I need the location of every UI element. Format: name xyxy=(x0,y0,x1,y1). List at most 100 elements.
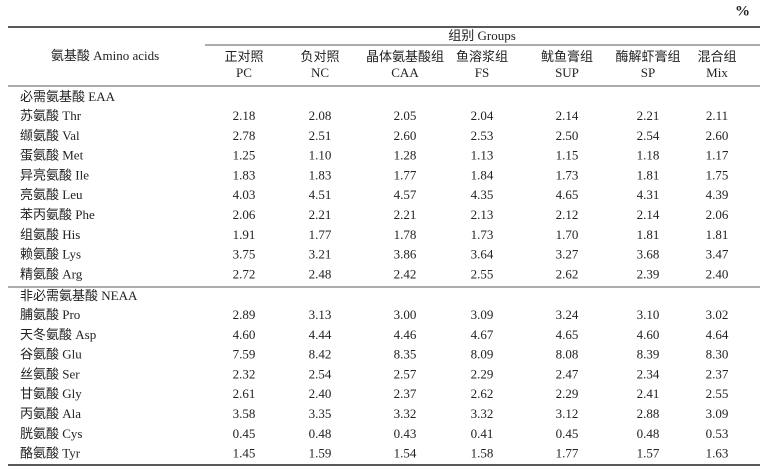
cell: 1.28 xyxy=(394,148,417,163)
cell: 2.21 xyxy=(637,108,660,123)
group-header: 组别 Groups xyxy=(448,28,516,43)
column-header: 鱼溶浆组 xyxy=(456,49,508,64)
cell: 2.62 xyxy=(556,266,579,281)
cell: 2.37 xyxy=(394,386,417,401)
cell: 8.35 xyxy=(394,347,417,362)
cell: 1.75 xyxy=(706,167,729,182)
cell: 2.78 xyxy=(233,128,256,143)
cell: 0.45 xyxy=(233,426,256,441)
row-label: 蛋氨酸 Met xyxy=(20,148,84,163)
row-label: 苯丙氨酸 Phe xyxy=(20,207,95,222)
cell: 3.10 xyxy=(637,307,660,322)
row-label: 组氨酸 His xyxy=(20,227,80,242)
cell: 2.12 xyxy=(556,207,579,222)
cell: 1.81 xyxy=(637,167,660,182)
cell: 2.14 xyxy=(637,207,660,222)
row-label: 精氨酸 Arg xyxy=(20,266,83,281)
cell: 2.42 xyxy=(394,266,417,281)
cell: 3.21 xyxy=(309,247,332,262)
column-header: 酶解虾膏组 xyxy=(615,49,680,64)
cell: 3.86 xyxy=(394,247,417,262)
cell: 1.59 xyxy=(309,446,332,461)
cell: 7.59 xyxy=(233,347,256,362)
cell: 2.13 xyxy=(471,207,494,222)
cell: 1.25 xyxy=(233,148,256,163)
cell: 3.32 xyxy=(471,406,494,421)
cell: 4.39 xyxy=(706,187,729,202)
cell: 3.09 xyxy=(471,307,494,322)
section-title: 必需氨基酸 EAA xyxy=(20,89,116,104)
cell: 2.60 xyxy=(394,128,417,143)
cell: 1.83 xyxy=(233,167,256,182)
cell: 1.84 xyxy=(471,167,494,182)
cell: 2.55 xyxy=(471,266,494,281)
column-header: 正对照 xyxy=(224,49,263,64)
cell: 2.14 xyxy=(556,108,579,123)
cell: 2.53 xyxy=(471,128,494,143)
cell: 1.81 xyxy=(706,227,729,242)
cell: 1.81 xyxy=(637,227,660,242)
cell: 4.60 xyxy=(637,327,660,342)
cell: 3.47 xyxy=(706,247,729,262)
cell: 3.75 xyxy=(233,247,256,262)
row-label: 缬氨酸 Val xyxy=(20,128,80,143)
cell: 4.64 xyxy=(706,327,729,342)
cell: 0.43 xyxy=(394,426,417,441)
cell: 0.48 xyxy=(637,426,660,441)
cell: 2.88 xyxy=(637,406,660,421)
cell: 3.24 xyxy=(556,307,579,322)
cell: 1.13 xyxy=(471,148,494,163)
cell: 4.67 xyxy=(471,327,494,342)
cell: 4.57 xyxy=(394,187,417,202)
cell: 8.09 xyxy=(471,347,494,362)
column-header-en: Mix xyxy=(706,65,728,80)
cell: 2.61 xyxy=(233,386,256,401)
cell: 4.44 xyxy=(309,327,332,342)
cell: 1.15 xyxy=(556,148,579,163)
cell: 2.32 xyxy=(233,366,256,381)
cell: 1.77 xyxy=(556,446,579,461)
column-header: 晶体氨基酸组 xyxy=(366,49,444,64)
cell: 2.60 xyxy=(706,128,729,143)
cell: 1.77 xyxy=(394,167,417,182)
cell: 2.72 xyxy=(233,266,256,281)
cell: 0.48 xyxy=(309,426,332,441)
cell: 2.48 xyxy=(309,266,332,281)
row-header: 氨基酸 Amino acids xyxy=(51,48,159,63)
cell: 8.08 xyxy=(556,347,579,362)
cell: 4.31 xyxy=(637,187,660,202)
column-header: 负对照 xyxy=(300,49,339,64)
cell: 2.54 xyxy=(309,366,332,381)
cell: 0.45 xyxy=(556,426,579,441)
row-label: 苏氨酸 Thr xyxy=(20,108,82,123)
cell: 1.63 xyxy=(706,446,729,461)
cell: 2.47 xyxy=(556,366,579,381)
cell: 3.35 xyxy=(309,406,332,421)
cell: 1.70 xyxy=(556,227,579,242)
cell: 2.62 xyxy=(471,386,494,401)
cell: 1.45 xyxy=(233,446,256,461)
cell: 2.57 xyxy=(394,366,417,381)
cell: 0.41 xyxy=(471,426,494,441)
cell: 2.04 xyxy=(471,108,494,123)
cell: 3.32 xyxy=(394,406,417,421)
cell: 3.68 xyxy=(637,247,660,262)
cell: 2.06 xyxy=(233,207,256,222)
column-header-en: FS xyxy=(475,65,489,80)
cell: 3.58 xyxy=(233,406,256,421)
cell: 2.89 xyxy=(233,307,256,322)
column-header-en: SP xyxy=(641,65,655,80)
row-label: 天冬氨酸 Asp xyxy=(20,327,96,342)
cell: 2.54 xyxy=(637,128,660,143)
cell: 1.73 xyxy=(471,227,494,242)
column-header-en: PC xyxy=(236,65,252,80)
cell: 4.65 xyxy=(556,187,579,202)
cell: 2.06 xyxy=(706,207,729,222)
cell: 4.46 xyxy=(394,327,417,342)
cell: 3.09 xyxy=(706,406,729,421)
row-label: 亮氨酸 Leu xyxy=(20,187,83,202)
cell: 1.54 xyxy=(394,446,417,461)
cell: 2.40 xyxy=(706,266,729,281)
cell: 3.00 xyxy=(394,307,417,322)
